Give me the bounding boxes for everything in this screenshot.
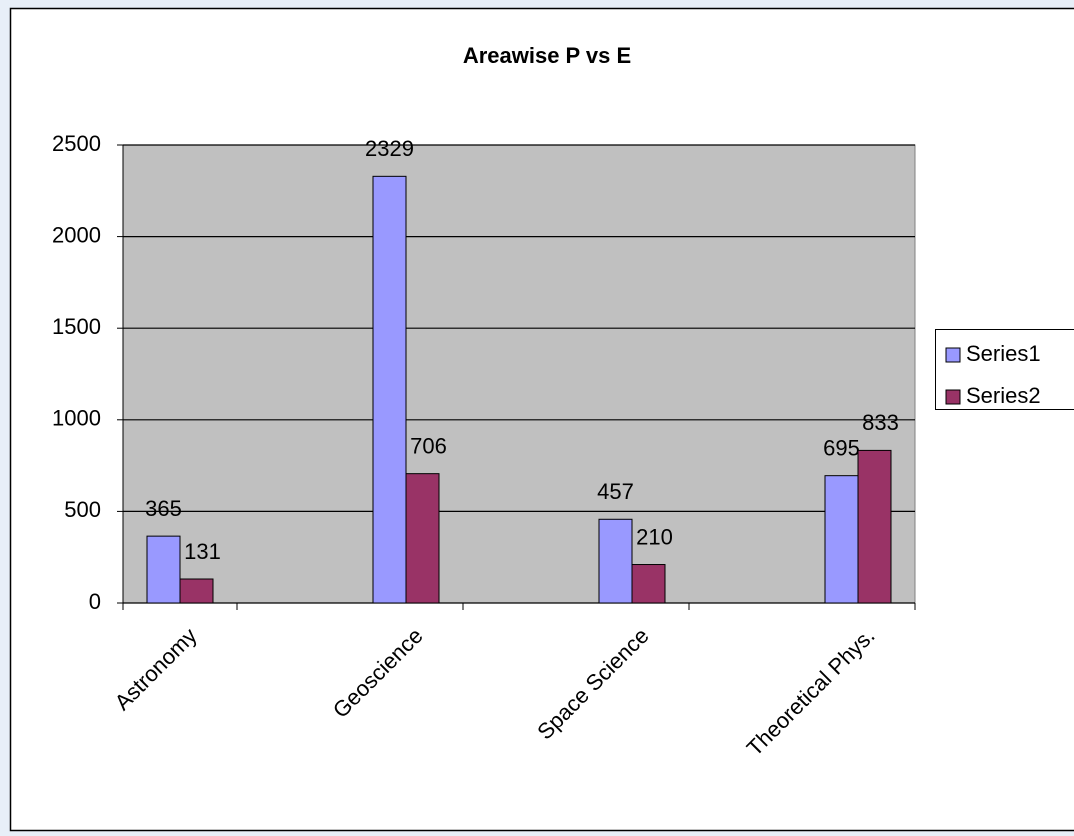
y-tick-label: 1000 <box>52 406 101 431</box>
data-label: 2329 <box>365 136 414 161</box>
bar <box>631 564 666 604</box>
data-label: 457 <box>597 479 634 504</box>
data-label: 365 <box>145 496 182 521</box>
y-tick-label: 0 <box>89 589 101 614</box>
y-tick-label: 500 <box>64 497 101 522</box>
bar <box>824 475 859 604</box>
y-tick-label: 2500 <box>52 131 101 156</box>
chart-title: Areawise P vs E <box>463 43 631 68</box>
bar <box>405 473 440 604</box>
data-label: 210 <box>636 524 673 549</box>
plot-area <box>122 144 916 604</box>
y-tick-label: 1500 <box>52 314 101 339</box>
bar <box>598 518 633 604</box>
data-label: 131 <box>184 539 221 564</box>
y-tick-label: 2000 <box>52 222 101 247</box>
bar <box>857 449 892 604</box>
data-label: 695 <box>823 435 860 460</box>
legend-label: Series1 <box>966 341 1041 366</box>
legend-swatch <box>945 347 961 363</box>
data-label: 706 <box>410 433 447 458</box>
bar <box>179 578 214 604</box>
legend-label: Series2 <box>966 383 1041 408</box>
bar <box>372 175 407 604</box>
legend-swatch <box>945 389 961 405</box>
data-label: 833 <box>862 410 899 435</box>
bar <box>146 535 181 604</box>
